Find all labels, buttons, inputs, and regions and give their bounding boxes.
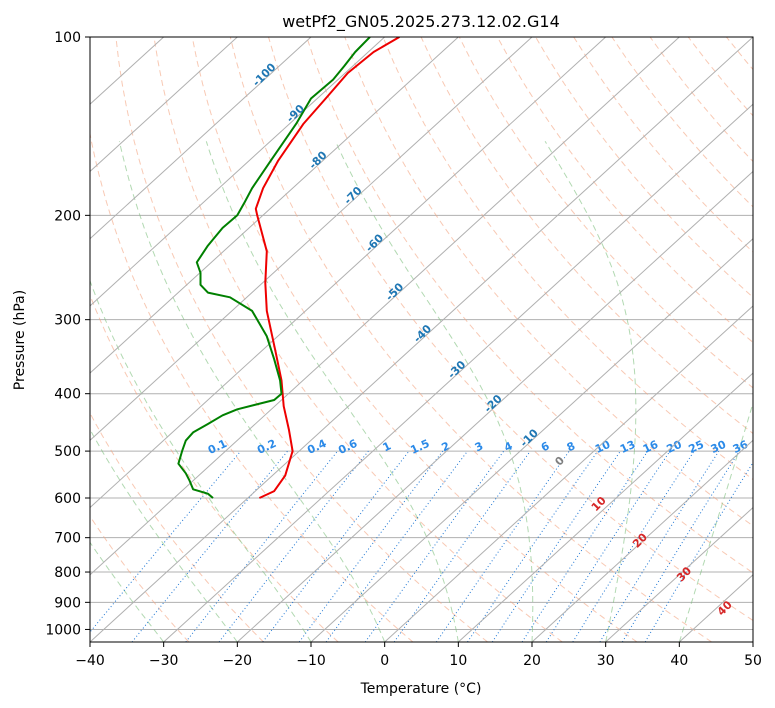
mixing-ratio-line [364,450,505,642]
y-tick-label: 900 [54,595,81,611]
dry-adiabat [90,131,414,642]
dry-adiabat [382,37,753,481]
isotherm-line [90,37,386,307]
moist-adiabat [118,141,386,642]
dry-adiabat [153,37,563,642]
mixing-ratio-line [218,450,369,642]
isotherm-line [531,439,753,642]
isotherm-line [90,37,459,374]
moist-adiabat [544,141,637,642]
y-tick-label: 400 [54,387,81,403]
x-tick-label: −30 [149,653,179,669]
mixing-ratio-label: 30 [709,438,729,456]
mixing-ratio-line [262,450,410,642]
dry-adiabat [535,37,753,298]
isotherm-line [90,37,533,442]
chart-title: wetPf2_GN05.2025.273.12.02.G14 [282,12,560,32]
y-axis-label: Pressure (hPa) [12,290,28,390]
isotherm-line [457,372,753,642]
moist-adiabat [205,141,459,642]
moist-adiabat [678,401,753,642]
y-tick-label: 1000 [45,622,81,638]
dry-adiabat [90,412,264,642]
x-tick-label: 20 [523,653,541,669]
mixing-ratio-line [621,450,740,642]
mixing-ratio-label: 10 [593,438,613,456]
temperature-profile [254,37,400,499]
isotherm-line [605,506,753,642]
y-tick-label: 300 [54,313,81,329]
plot-frame [89,36,754,643]
x-tick-label: 50 [744,653,762,669]
dry-adiabat [115,37,488,642]
y-tick-label: 100 [54,30,81,46]
dry-adiabat [306,37,753,574]
x-tick-label: 10 [449,653,467,669]
x-tick-label: −20 [223,653,253,669]
mixing-ratio-label: 25 [687,438,706,456]
mixing-ratio-line [545,450,671,642]
y-tick-label: 800 [54,565,81,581]
y-tick-label: 600 [54,491,81,507]
dewpoint-profile [177,37,371,499]
isotherm-line [90,37,607,509]
y-tick-label: 700 [54,531,81,547]
dry-adiabat [268,37,753,622]
y-tick-label: 200 [54,208,81,224]
x-tick-label: −10 [296,653,326,669]
mixing-ratio-line [491,450,621,642]
isotherm-line [310,237,753,642]
isotherm-line [90,37,753,642]
y-tick-label: 500 [54,444,81,460]
isotherm-line [90,37,312,240]
mixing-ratio-line [435,450,570,642]
isotherm-line [90,37,680,576]
dry-adiabat [90,515,190,642]
mixing-ratio-line [467,450,599,642]
isotherm-line [236,170,753,642]
isotherm-line [384,305,753,642]
moist-adiabat [90,279,312,642]
moist-adiabat [335,141,534,642]
dry-adiabat [496,37,753,344]
isotherm-line [163,103,753,642]
isotherm-line [90,37,238,173]
mixing-ratio-line [599,450,720,642]
dry-adiabat [191,37,638,642]
mixing-ratio-line [644,461,753,642]
x-tick-label: −40 [75,653,105,669]
mixing-ratio-label: 13 [618,438,637,456]
mixing-ratio-label: 16 [641,438,661,456]
mixing-ratio-label: 20 [664,438,684,456]
axes: −40 −30 −20 −10 0 10 20 30 40 50 1000 900 800 700 600 5… [45,30,762,669]
x-tick-label: 40 [670,653,688,669]
x-tick-label: 0 [380,653,389,669]
mixing-ratio-label: 36 [731,438,751,456]
x-axis-label: Temperature (°C) [360,681,482,697]
x-tick-label: 30 [597,653,615,669]
